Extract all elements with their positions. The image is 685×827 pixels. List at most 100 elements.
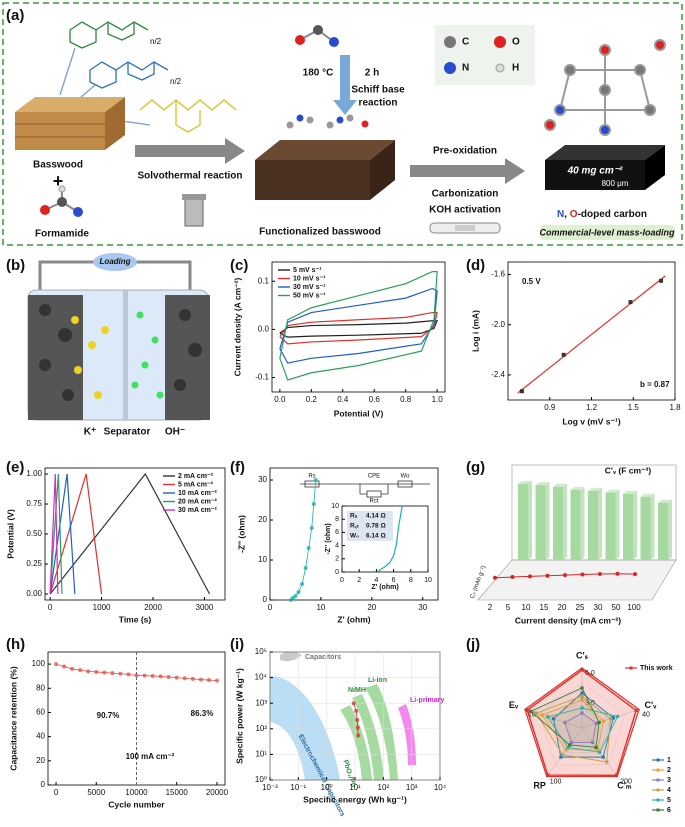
y-tick-label: 0.1 [258,276,270,285]
x-tick-label: 0.8 [400,395,412,404]
label: reaction [359,98,398,109]
marker [529,709,533,713]
legend-label: 30 mV s⁻¹ [293,284,326,291]
x-tick-label: 8 [409,577,413,584]
marker [566,745,570,750]
series-line [279,287,438,364]
series-line [279,271,438,381]
series-line [49,473,76,595]
marker [206,678,211,683]
x-tick-label: 3000 [196,603,214,612]
bar-top [535,482,550,486]
radar-tick-label: 10 [528,711,536,718]
x-axis-label: Cycle number [108,799,165,809]
marker [78,668,83,673]
y-tick-label: 20 [36,756,45,765]
y-tick-label: 0.50 [26,529,42,538]
legend-label: 2 mA cm⁻² [178,473,214,480]
label: N, O-doped carbon [557,209,647,220]
marker [605,760,609,764]
atom-legend [435,25,535,85]
marker [598,572,602,577]
y-tick-label: 80 [36,683,45,692]
legend-label: 6 [667,807,671,814]
marker [198,677,203,682]
label: K⁺ [84,427,97,438]
y-axis-label: Current density (A cm⁻²) [232,278,242,377]
x-tick-label: 4 [374,577,378,584]
series-line [290,479,317,601]
region [270,676,340,780]
bar [518,483,528,560]
legend-label: 3 [667,777,671,784]
marker [54,662,59,667]
legend-label: 20 mA cm⁻² [178,498,218,505]
marker [628,300,633,305]
x-tick-label: 30 [418,603,427,612]
formamide-molecule [295,25,339,47]
annotation: 100 mA cm⁻² [126,752,175,761]
x-tick-label: 5000 [87,788,105,797]
marker [134,673,139,678]
x-tick-label: 20 [558,603,567,612]
legend-marker [656,788,660,792]
region-label: Li-ion [368,677,387,684]
x-tick-label: 0 [54,788,59,797]
carbon-molecule [544,39,666,136]
bar-top [588,487,602,491]
table-cell: R꜀ₜ [350,523,359,530]
bar-side [633,490,637,560]
legend-label: 5 mA cm⁻² [178,481,214,488]
marker [580,694,584,698]
circuit-label: Rs [308,474,315,480]
region [352,694,384,780]
panel-label: (i) [230,636,244,653]
y-tick-label: 60 [36,708,45,717]
marker [355,725,360,730]
y-tick-label: -1.6 [491,270,505,279]
x-tick-label: 0 [268,603,273,612]
x-tick-label: 10⁰ [321,783,333,792]
bar [588,490,598,560]
bar-side [545,482,550,560]
y-axis-label: C'ᵥ (F cm⁻³) [605,465,652,475]
label: Schiff base [351,85,405,96]
x-tick-label: 0.0 [274,395,286,404]
marker [596,748,600,752]
radar-axis-label: C'ᵥ [645,700,658,710]
x-tick-label: 2000 [144,603,162,612]
bar-top [605,489,620,493]
y-tick-label: 10³ [255,698,267,707]
x-tick-label: 0.9 [544,403,556,412]
marker [634,708,638,712]
legend-label: 2 [667,767,671,774]
legend-marker [656,808,660,812]
marker [551,717,556,721]
y-tick-label: 10⁵ [255,647,267,656]
radar-axis-label: C'ₘ [617,781,632,791]
series-line [376,505,403,573]
bar [535,485,546,560]
y-axis-label: Specific power (W kg⁻¹) [234,668,244,764]
legend-marker [656,768,660,772]
marker [86,669,91,674]
table-cell: Rₛ [350,513,358,520]
marker [580,572,585,577]
table-cell: 4.14 Ω [366,513,386,520]
x-tick-label: 1.8 [669,403,681,412]
series-line [49,473,103,595]
x-tick-label: 25 [576,603,585,612]
y-axis-label: Log i (mA) [470,310,480,352]
y-tick-label: 1.00 [26,469,42,478]
y-axis-label: Potential (V) [5,509,15,559]
y-tick-label: 0 [335,569,339,576]
marker [559,755,563,759]
marker [563,720,567,725]
x-tick-label: 10⁻² [262,783,278,792]
table-cell: 6.14 Ω [366,533,386,540]
y-tick-label: -0.1 [255,373,269,382]
bar-top [553,483,567,487]
marker [580,711,584,715]
x-tick-label: 5 [506,603,511,612]
radar-tick [524,708,526,711]
